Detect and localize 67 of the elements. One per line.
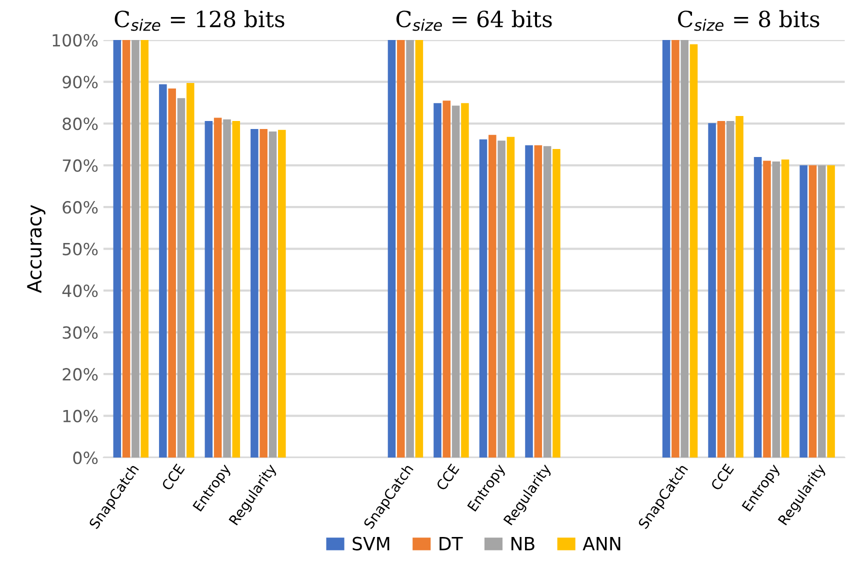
text: C$_{size}$ = 128 bits (114, 10, 284, 31)
bar (781, 159, 790, 458)
y-tick-label: 10% (63, 410, 98, 422)
bar (204, 121, 213, 458)
bar (717, 121, 726, 458)
y-tick-label: 0% (73, 452, 98, 464)
bar (680, 40, 688, 458)
bar (168, 88, 176, 458)
bar (434, 103, 442, 458)
bar (808, 165, 817, 458)
bar (772, 162, 780, 458)
bar (113, 40, 122, 458)
bar (442, 100, 451, 458)
bar (827, 165, 835, 458)
bar (690, 44, 698, 458)
bar (388, 40, 396, 458)
text: C$_{size}$ = 8 bits (678, 10, 820, 31)
bar (186, 83, 194, 458)
bar (818, 165, 826, 458)
y-tick-label: 40% (62, 284, 98, 298)
bar (726, 121, 734, 458)
bar (800, 165, 808, 458)
bar (214, 118, 222, 458)
bar (552, 149, 560, 458)
bar (754, 156, 762, 458)
bar (250, 128, 258, 458)
bar (736, 116, 744, 458)
bar (461, 103, 469, 458)
bar (406, 40, 414, 458)
bar (498, 140, 506, 458)
bar (132, 40, 140, 458)
legend-label: SVM (352, 536, 390, 550)
legend-label: ANN (582, 537, 620, 550)
bar (488, 134, 496, 458)
bar (672, 40, 680, 458)
bar (278, 130, 286, 458)
bar (506, 136, 515, 458)
bar (479, 139, 488, 458)
bar (534, 145, 542, 458)
bar (525, 145, 533, 458)
text: C$_{size}$ = 64 bits (396, 10, 552, 31)
bar (543, 146, 552, 458)
bar (763, 160, 771, 458)
bar (415, 40, 424, 458)
bar (232, 121, 240, 458)
y-axis-title: Accuracy (27, 205, 46, 294)
bar (662, 40, 670, 458)
y-tick-label: 90% (62, 76, 98, 88)
y-tick-label: 70% (62, 159, 98, 172)
bar (268, 131, 277, 458)
bar (122, 40, 130, 458)
bar (260, 128, 268, 458)
bar (159, 84, 167, 458)
y-tick-label: 20% (62, 368, 98, 381)
y-tick-label: 30% (62, 326, 98, 339)
legend-label: NB (512, 537, 534, 550)
legend-label: DT (440, 537, 463, 550)
y-tick-label: 60% (62, 201, 98, 214)
bar (396, 40, 405, 458)
bar (708, 123, 716, 458)
bar (452, 106, 460, 458)
y-tick-label: 50% (62, 242, 98, 256)
bar (140, 40, 149, 458)
y-tick-label: 80% (62, 118, 98, 130)
y-tick-label: 100% (52, 34, 98, 47)
bar (223, 119, 231, 458)
bar (177, 98, 186, 458)
